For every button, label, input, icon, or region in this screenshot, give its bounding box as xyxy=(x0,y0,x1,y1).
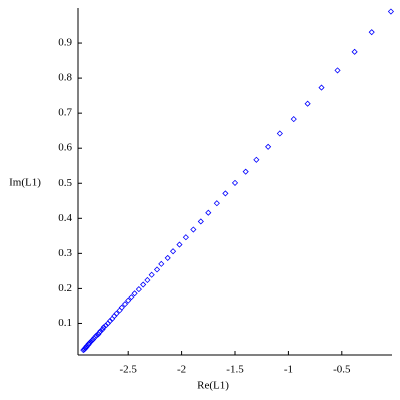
point xyxy=(116,307,123,314)
point xyxy=(222,190,229,197)
point xyxy=(135,286,142,293)
point xyxy=(213,200,220,207)
point xyxy=(164,254,171,261)
y-tick-label: 0.3 xyxy=(58,247,72,259)
point xyxy=(231,179,239,186)
point xyxy=(128,294,135,301)
point xyxy=(169,248,177,255)
y-axis-label: Im(L1) xyxy=(9,177,41,189)
point xyxy=(125,297,132,304)
point xyxy=(176,241,183,248)
point xyxy=(253,156,260,163)
point xyxy=(118,304,125,311)
point xyxy=(121,301,129,308)
point xyxy=(197,218,204,225)
point xyxy=(334,67,341,74)
y-tick-label: 0.8 xyxy=(58,72,72,84)
point xyxy=(100,324,107,331)
point xyxy=(158,260,165,267)
point xyxy=(351,48,358,55)
point xyxy=(242,168,249,175)
point xyxy=(96,329,103,336)
x-tick-label: -1 xyxy=(284,364,293,376)
point xyxy=(276,130,283,137)
x-tick-label: -2 xyxy=(177,364,186,376)
x-tick-label: -2.5 xyxy=(119,364,137,376)
y-tick-label: 0.9 xyxy=(58,37,72,49)
point xyxy=(80,347,87,354)
point xyxy=(144,276,151,284)
y-tick-label: 0.1 xyxy=(58,317,72,329)
point xyxy=(265,143,272,150)
y-tick-label: 0.5 xyxy=(58,177,72,189)
point xyxy=(368,29,375,36)
point xyxy=(148,271,155,278)
point xyxy=(182,234,189,241)
point xyxy=(131,290,138,297)
point xyxy=(153,266,161,273)
y-tick-label: 0.6 xyxy=(58,142,72,154)
point xyxy=(290,116,297,123)
x-axis-label: Re(L1) xyxy=(197,380,229,392)
point xyxy=(190,226,197,233)
point xyxy=(205,209,212,216)
point xyxy=(140,281,147,288)
point xyxy=(304,100,311,107)
x-tick-label: -0.5 xyxy=(333,364,351,376)
y-tick-label: 0.7 xyxy=(58,107,72,119)
y-tick-label: 0.4 xyxy=(58,212,72,224)
point xyxy=(387,8,394,15)
point xyxy=(318,84,325,91)
y-tick-label: 0.2 xyxy=(58,282,72,294)
x-tick-label: -1.5 xyxy=(226,364,244,376)
